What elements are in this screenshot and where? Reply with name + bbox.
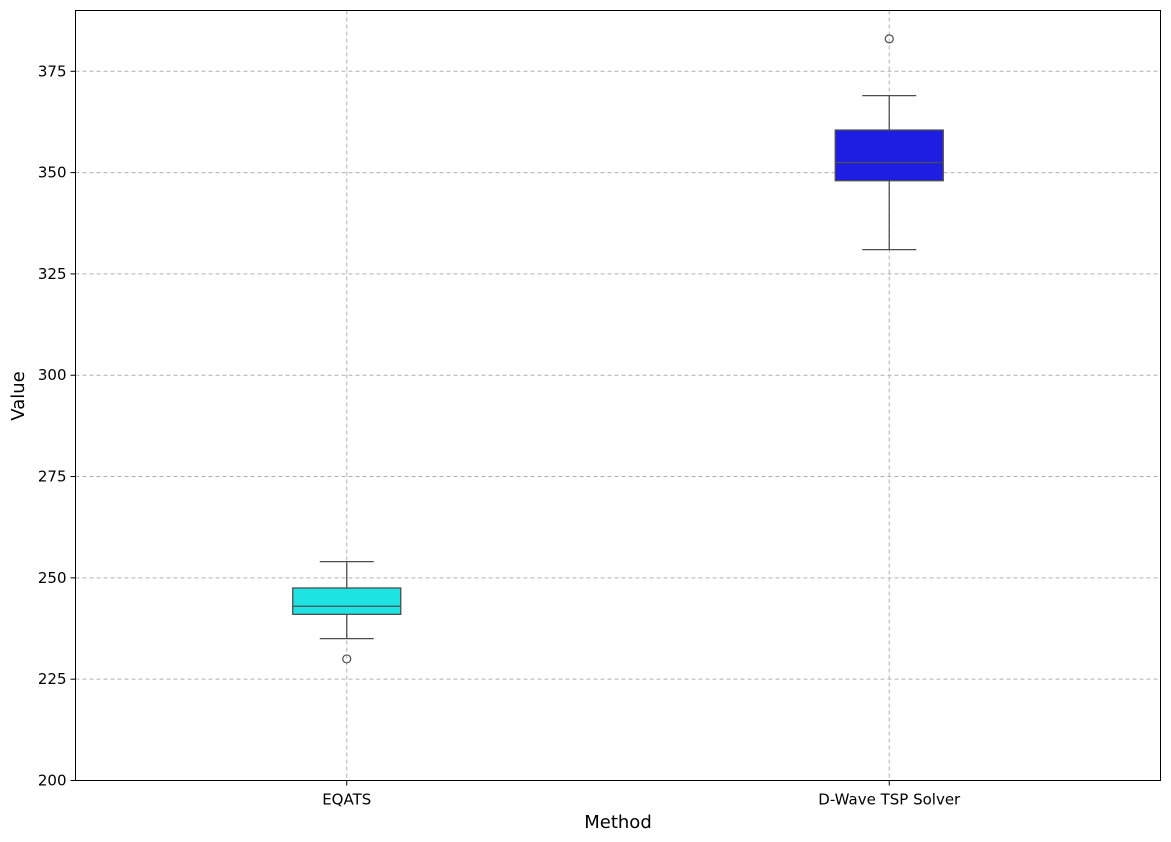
x-axis: EQATS D-Wave TSP Solver xyxy=(322,780,961,809)
y-tick-label: 275 xyxy=(38,468,67,486)
interquartile-box xyxy=(292,587,402,615)
y-tick-label: 300 xyxy=(38,366,67,384)
y-tick-label: 250 xyxy=(38,569,67,587)
y-tick-label: 200 xyxy=(38,772,67,790)
x-axis-label: Method xyxy=(584,812,652,833)
box-2 xyxy=(834,34,944,251)
y-tick-label: 325 xyxy=(38,265,67,283)
y-tick-label: 225 xyxy=(38,670,67,688)
x-tick-label: D-Wave TSP Solver xyxy=(818,791,961,809)
y-tick-label: 350 xyxy=(38,164,67,182)
y-tick-label: 375 xyxy=(38,62,67,80)
outlier-point xyxy=(884,34,894,44)
interquartile-box xyxy=(834,129,944,182)
grid-lines xyxy=(75,10,1161,781)
outlier-point xyxy=(342,654,352,664)
box-series xyxy=(292,34,944,664)
plot-area-frame xyxy=(75,10,1161,781)
box-1 xyxy=(292,561,402,664)
x-tick-label: EQATS xyxy=(322,791,371,809)
y-axis: 200 225 250 275 300 325 350 375 xyxy=(38,62,76,790)
y-axis-label: Value xyxy=(8,371,29,420)
